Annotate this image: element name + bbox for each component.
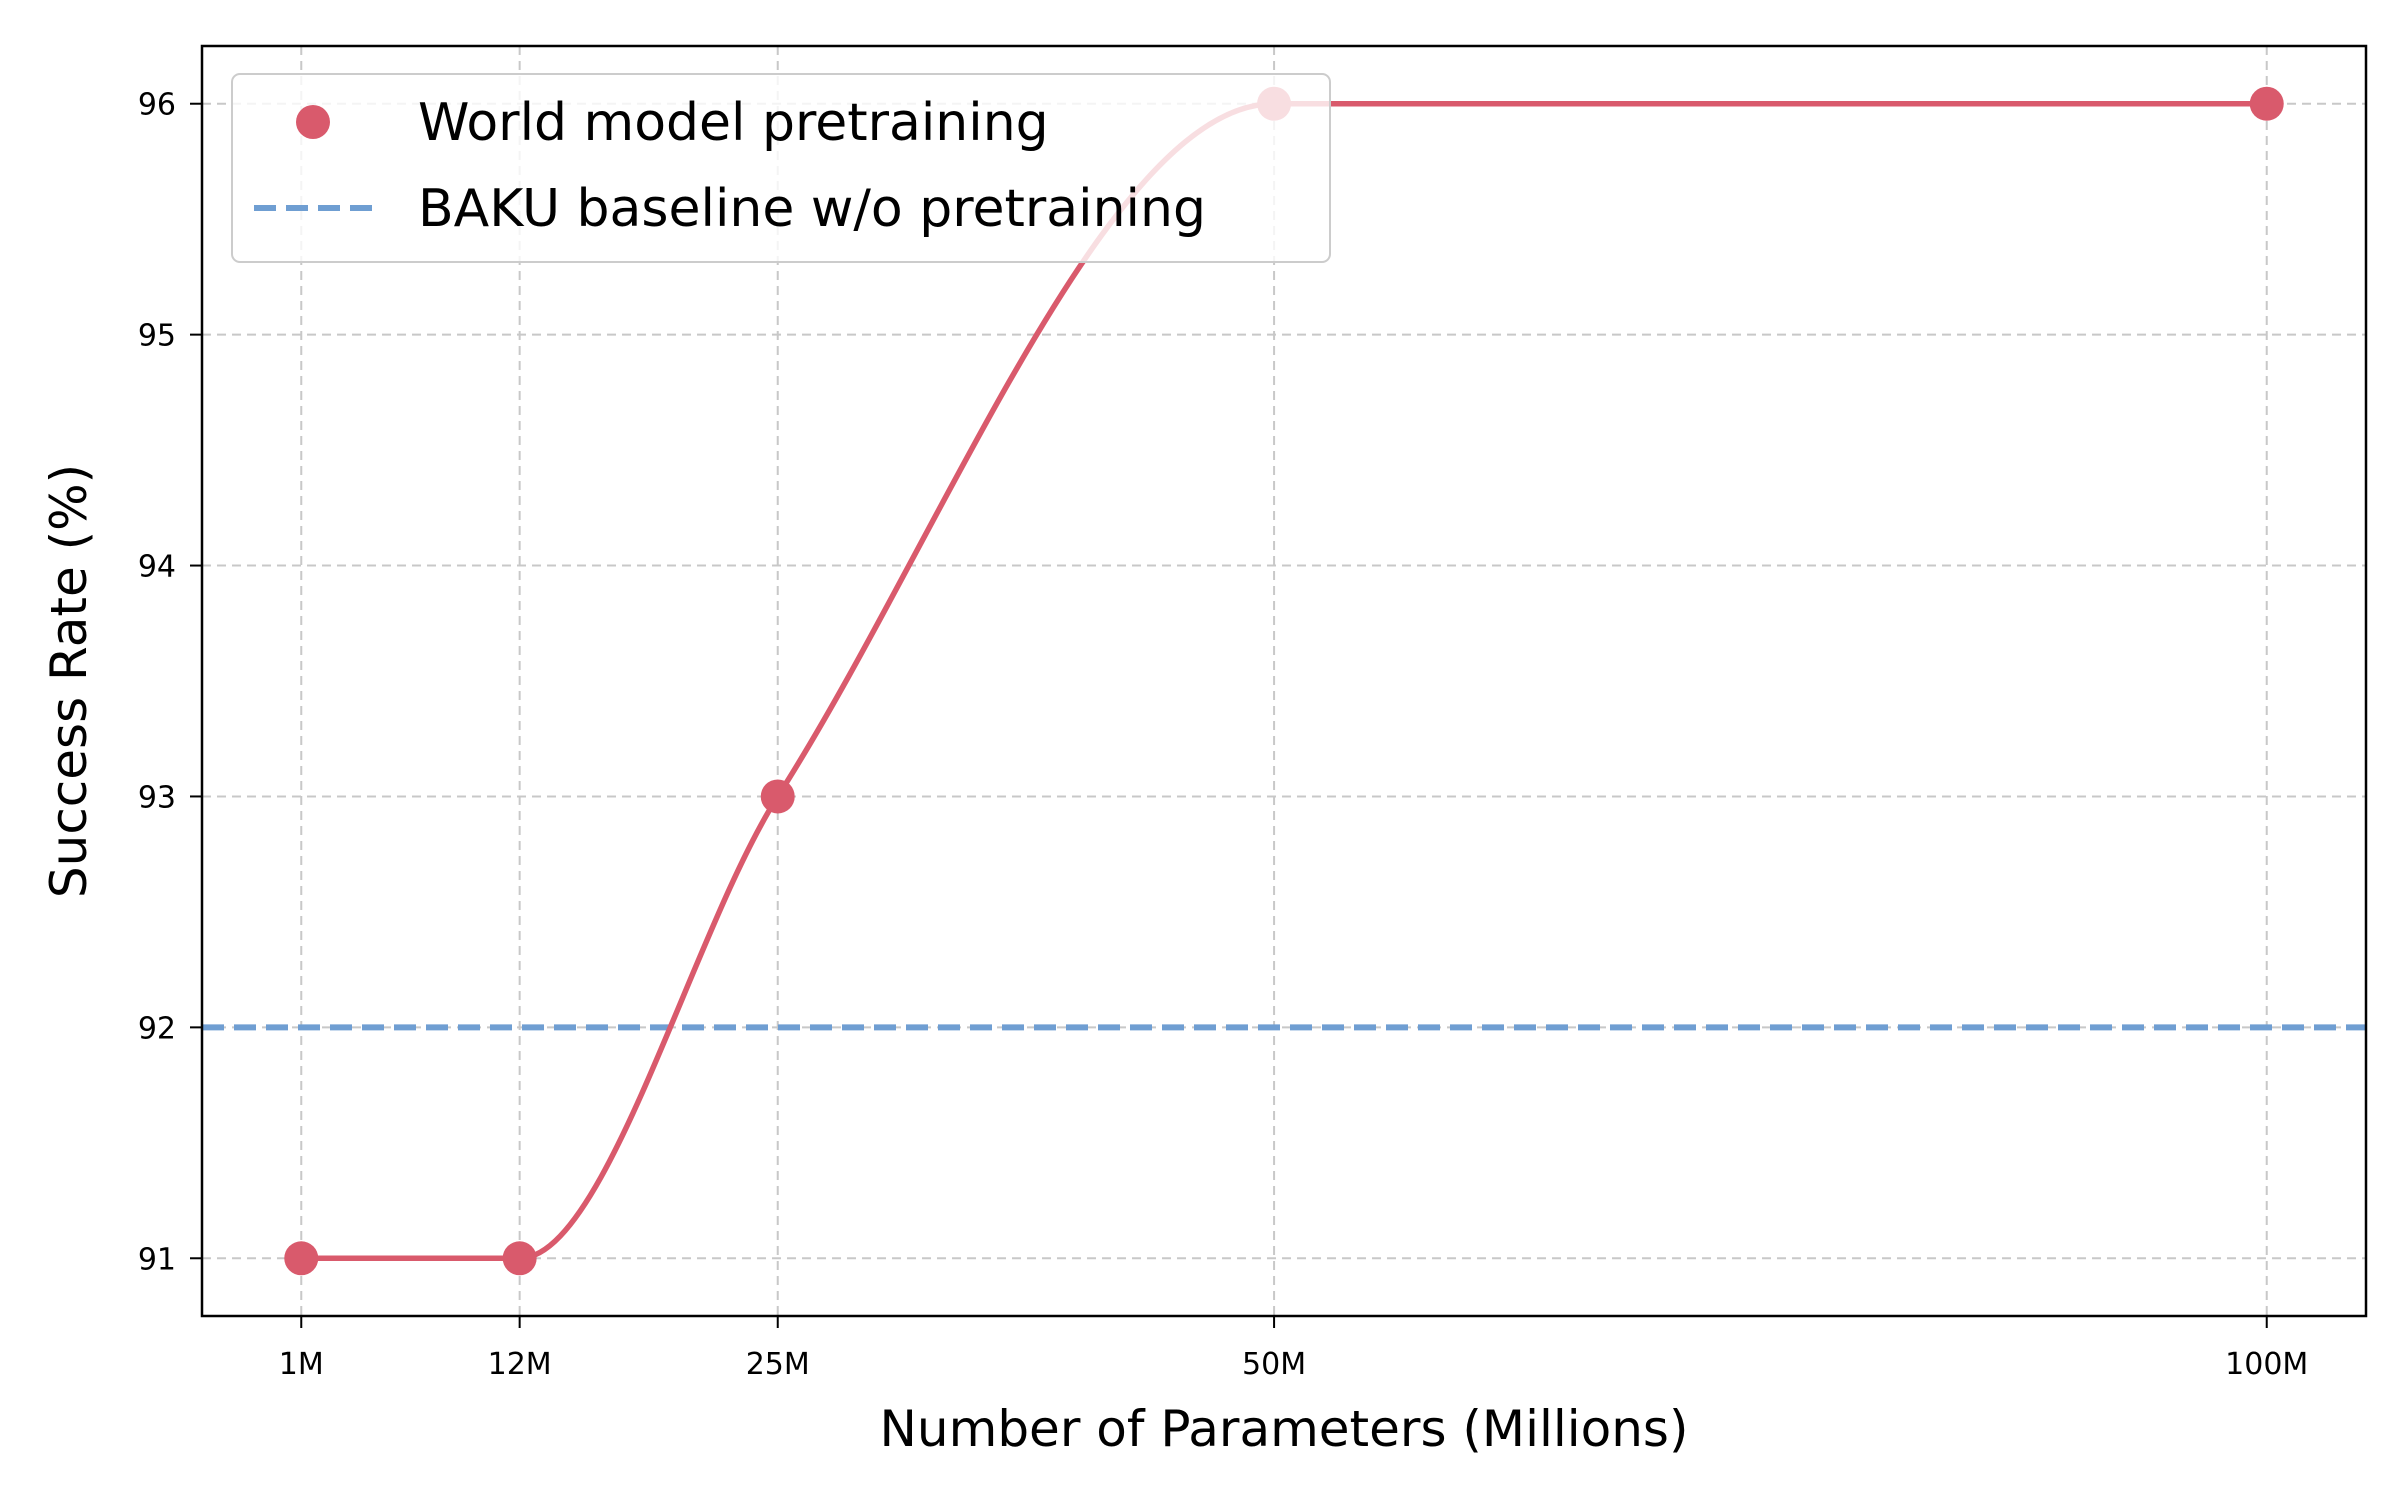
x-tick-label: 50M xyxy=(1242,1347,1306,1382)
y-axis-label: Success Rate (%) xyxy=(40,464,98,898)
legend-marker-world-model xyxy=(296,105,330,139)
x-tick-label: 1M xyxy=(279,1347,324,1382)
y-tick-label: 95 xyxy=(138,319,176,354)
axes xyxy=(200,44,2368,1318)
x-axis-ticks: 1M 12M 25M 50M 100M xyxy=(279,1316,2308,1382)
x-tick-label: 25M xyxy=(746,1347,810,1382)
x-tick-label: 12M xyxy=(488,1347,552,1382)
plot-frame xyxy=(200,44,2368,1318)
y-tick-label: 94 xyxy=(138,550,176,585)
legend-label-world-model: World model pretraining xyxy=(418,93,1049,153)
y-tick-label: 96 xyxy=(138,88,176,123)
pretraining-series xyxy=(284,86,2284,1276)
data-point xyxy=(760,779,795,814)
y-axis-ticks: 91 92 93 94 95 96 xyxy=(138,88,202,1277)
x-tick-label: 100M xyxy=(2225,1347,2308,1382)
legend-box xyxy=(231,73,1331,263)
legend-label-baku-baseline: BAKU baseline w/o pretraining xyxy=(418,179,1206,239)
y-tick-label: 92 xyxy=(138,1011,176,1046)
y-tick-label: 91 xyxy=(138,1242,176,1277)
y-tick-label: 93 xyxy=(138,780,176,815)
data-point xyxy=(2249,86,2284,121)
legend: World model pretraining BAKU baseline w/… xyxy=(231,73,1331,263)
data-point xyxy=(284,1241,319,1276)
series-line xyxy=(298,100,2270,1262)
x-axis-label: Number of Parameters (Millions) xyxy=(880,1400,1689,1458)
data-point xyxy=(502,1241,537,1276)
